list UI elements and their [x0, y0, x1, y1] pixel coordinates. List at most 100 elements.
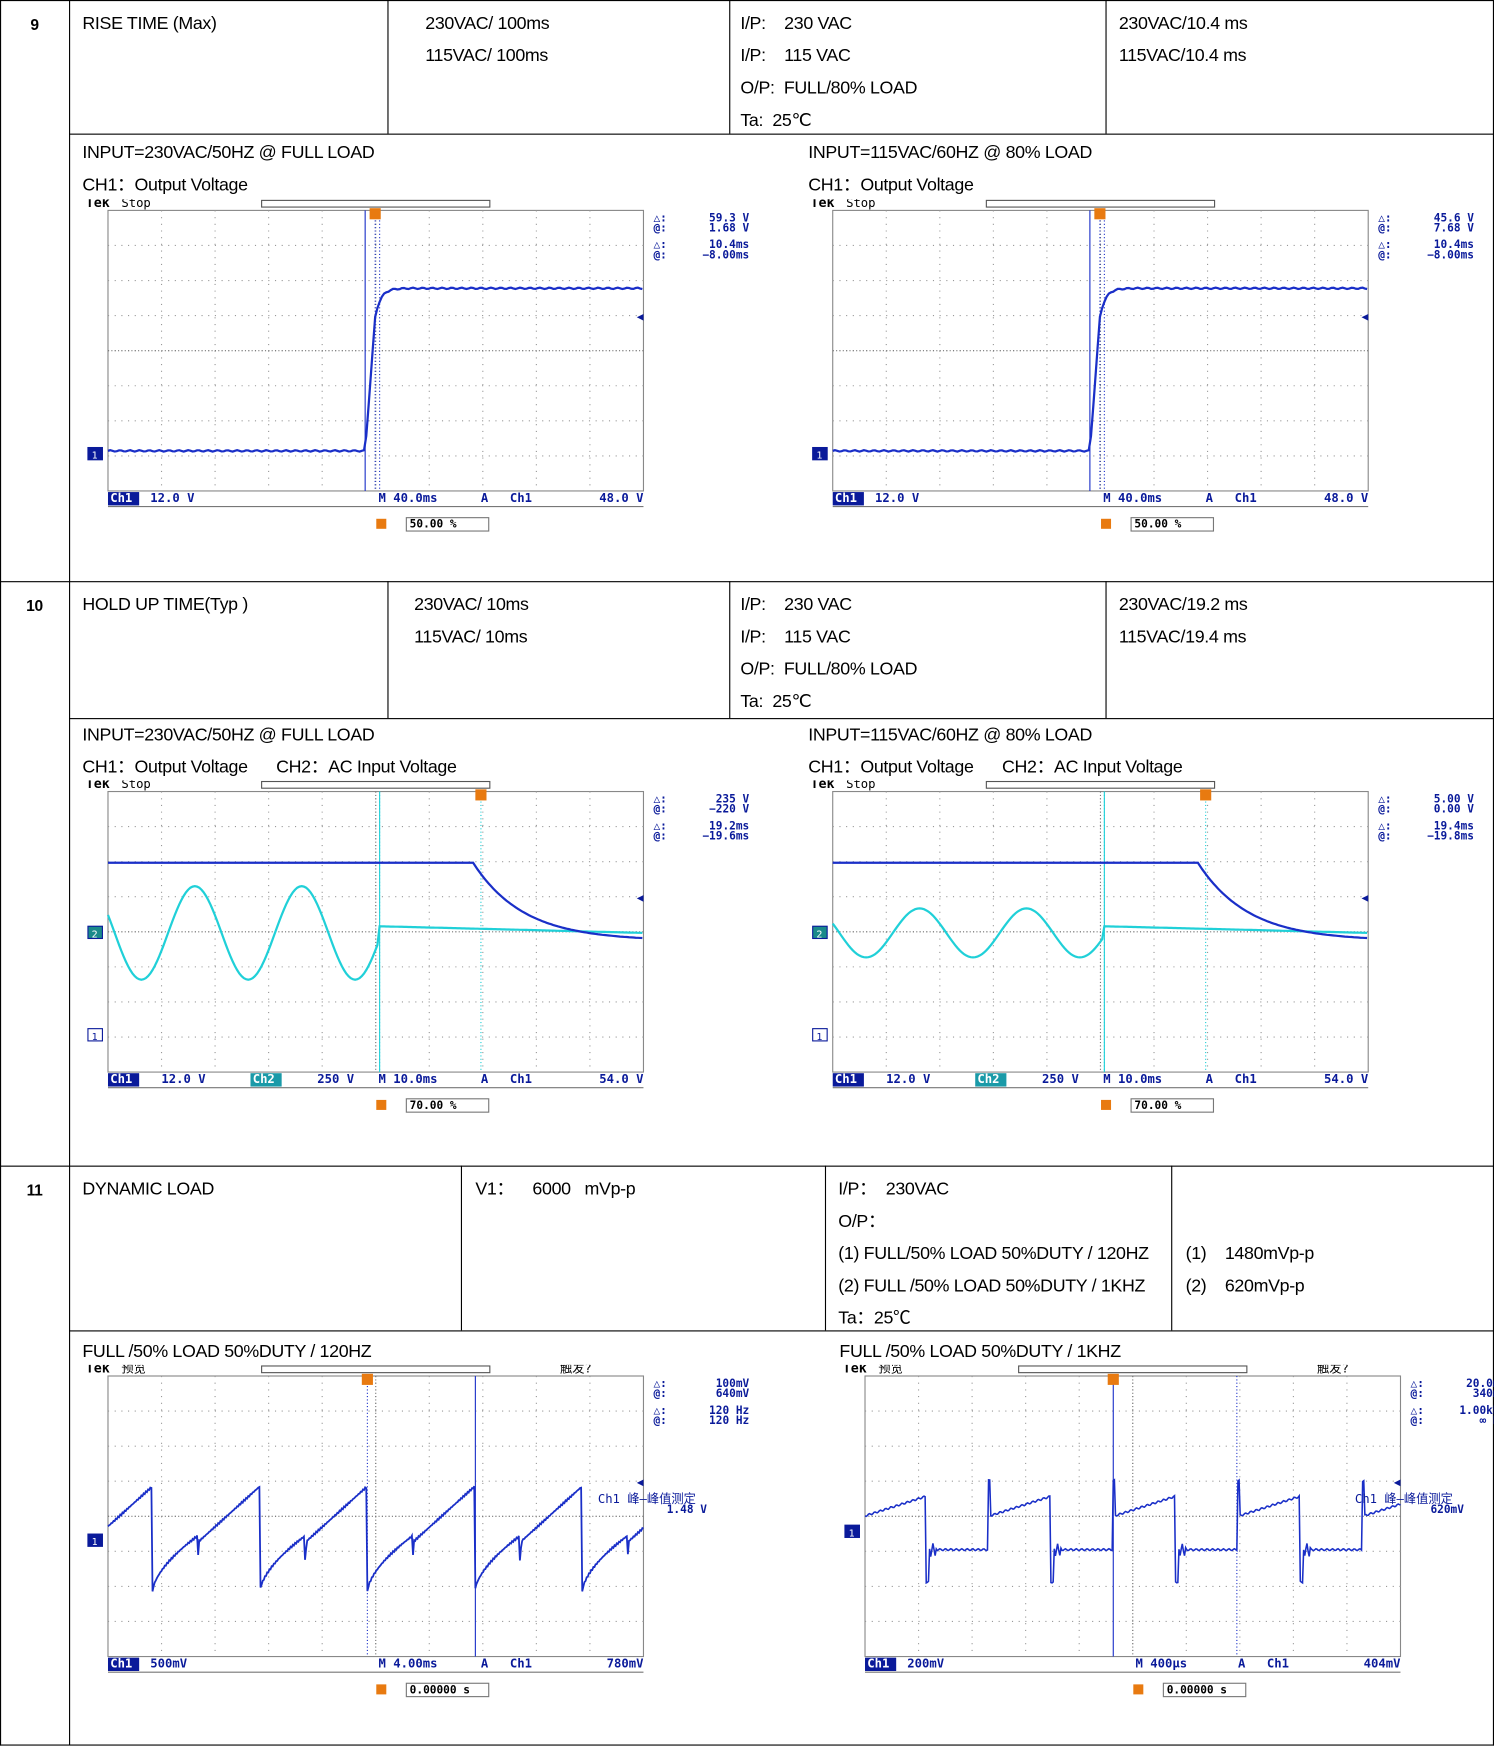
readout-value: 640mV — [716, 1387, 750, 1400]
record-bar — [262, 200, 490, 207]
scope-brand: Tek — [843, 1365, 867, 1377]
scope-status: Stop — [846, 199, 875, 210]
status-bar-item: 250 V — [1042, 1072, 1079, 1086]
channel-label: CH1：Output Voltage — [808, 175, 973, 197]
table-border — [69, 1330, 1494, 1331]
readout-value: −8.00ms — [1427, 248, 1474, 261]
result-line: 230VAC/10.4 ms — [1119, 13, 1248, 35]
status-bar-item: Ch1 — [835, 491, 857, 505]
readout-label: @: — [653, 1414, 666, 1427]
condition-line: O/P： — [838, 1211, 885, 1233]
status-bar-item: A — [1238, 1657, 1246, 1671]
status-bar-item: Ch1 — [110, 1657, 132, 1671]
table-border — [69, 0, 70, 581]
readout-label: @: — [1378, 803, 1391, 816]
status-bar-item: 780mV — [607, 1657, 644, 1671]
trigger-box-icon — [376, 519, 386, 529]
item-name: RISE TIME (Max) — [82, 13, 216, 35]
panel-caption: FULL /50% LOAD 50%DUTY / 1KHZ — [839, 1341, 1120, 1363]
table-border — [387, 0, 388, 134]
table-border — [0, 0, 1494, 1]
table-border — [729, 0, 730, 134]
oscilloscope-capture: TekStop1△:45.6 V@:7.68 V△:10.4ms@:−8.00m… — [808, 199, 1494, 544]
condition-line: I/P: 230 VAC — [740, 594, 852, 616]
panel-caption: INPUT=115VAC/60HZ @ 80% LOAD — [808, 725, 1092, 747]
panel-caption: INPUT=230VAC/50HZ @ FULL LOAD — [82, 725, 374, 747]
record-bar — [986, 200, 1214, 207]
scope-brand: Tek — [810, 780, 834, 792]
result-line: 115VAC/10.4 ms — [1119, 46, 1246, 68]
table-border — [387, 581, 388, 718]
trigger-position: 50.00 % — [1134, 518, 1181, 531]
measurement-value: 1.48 V — [667, 1503, 707, 1516]
condition-line: (1) FULL/50% LOAD 50%DUTY / 120HZ — [838, 1244, 1148, 1266]
condition-line: (2) FULL /50% LOAD 50%DUTY / 1KHZ — [838, 1276, 1145, 1298]
readout-label: @: — [1378, 248, 1391, 261]
spec-line: 115VAC/ 10ms — [414, 627, 527, 649]
trigger-position: 0.00000 s — [410, 1683, 470, 1696]
trigger-box-icon — [376, 1100, 386, 1110]
channel-marker: 1 — [816, 451, 822, 462]
status-bar-item: 54.0 V — [599, 1072, 644, 1086]
status-bar-item: Ch1 — [1267, 1657, 1289, 1671]
status-bar-item: Ch2 — [253, 1072, 275, 1086]
item-name: DYNAMIC LOAD — [82, 1179, 214, 1201]
trigger-box-icon — [1133, 1684, 1143, 1694]
table-border — [1171, 1166, 1172, 1331]
condition-line: I/P： 230VAC — [838, 1179, 949, 1201]
page: 9RISE TIME (Max)230VAC/ 100ms115VAC/ 100… — [0, 0, 1494, 1746]
status-bar-item: Ch1 — [835, 1072, 857, 1086]
channel-label: CH1：Output Voltage — [82, 757, 247, 779]
table-border — [0, 1744, 1494, 1745]
spec-table: 9RISE TIME (Max)230VAC/ 100ms115VAC/ 100… — [0, 0, 1494, 1746]
status-bar-item: M 10.0ms — [1103, 1072, 1162, 1086]
condition-line: O/P: FULL/80% LOAD — [740, 659, 917, 681]
condition-line: I/P: 115 VAC — [740, 46, 850, 68]
readout-label: @: — [653, 829, 666, 842]
channel-label: CH1：Output Voltage — [808, 757, 973, 779]
status-bar-item: A — [481, 1657, 489, 1671]
readout-label: @: — [1378, 222, 1391, 235]
channel-marker: 1 — [816, 1032, 822, 1043]
status-bar-item: A — [481, 1072, 489, 1086]
condition-line: Ta: 25℃ — [740, 691, 811, 713]
panel-caption: INPUT=115VAC/60HZ @ 80% LOAD — [808, 142, 1092, 164]
table-border — [729, 581, 730, 718]
status-bar-item: Ch1 — [510, 1657, 532, 1671]
item-name: HOLD UP TIME(Typ ) — [82, 594, 248, 616]
channel-marker: 1 — [92, 1537, 98, 1548]
readout-label: @: — [1411, 1387, 1424, 1400]
scope-brand: Tek — [86, 199, 110, 211]
scope-brand: Tek — [86, 1365, 110, 1377]
readout-value: −19.6ms — [702, 829, 749, 842]
trigger-marker — [475, 789, 486, 800]
row-number: 11 — [0, 1179, 69, 1201]
status-bar-item: 48.0 V — [1324, 491, 1369, 505]
panel-caption: INPUT=230VAC/50HZ @ FULL LOAD — [82, 142, 374, 164]
status-bar-item: Ch1 — [1235, 1072, 1257, 1086]
scope-brand: Tek — [86, 780, 110, 792]
status-bar-item: M 40.0ms — [1103, 491, 1162, 505]
status-bar-item: 12.0 V — [161, 1072, 206, 1086]
status-bar-item: 404mV — [1364, 1657, 1401, 1671]
scope-status: Stop — [121, 780, 150, 791]
scope-status: 预览 — [121, 1365, 145, 1376]
channel-marker: 1 — [92, 1032, 98, 1043]
record-bar — [262, 1366, 490, 1373]
readout-label: @: — [653, 222, 666, 235]
record-bar — [1019, 1366, 1247, 1373]
table-border — [69, 1166, 70, 1745]
readout-value: 120 Hz — [709, 1414, 749, 1427]
readout-value: 340mV — [1473, 1387, 1494, 1400]
channel-marker: 2 — [92, 929, 98, 940]
status-bar-item: Ch1 — [110, 491, 132, 505]
status-bar-item: Ch1 — [510, 1072, 532, 1086]
status-bar-item: A — [1206, 1072, 1214, 1086]
condition-line: Ta：25℃ — [838, 1308, 910, 1330]
condition-line: Ta: 25℃ — [740, 110, 811, 132]
status-bar-item: 12.0 V — [150, 491, 195, 505]
readout-value: −8.00ms — [702, 248, 749, 261]
trigger-marker — [370, 208, 381, 219]
